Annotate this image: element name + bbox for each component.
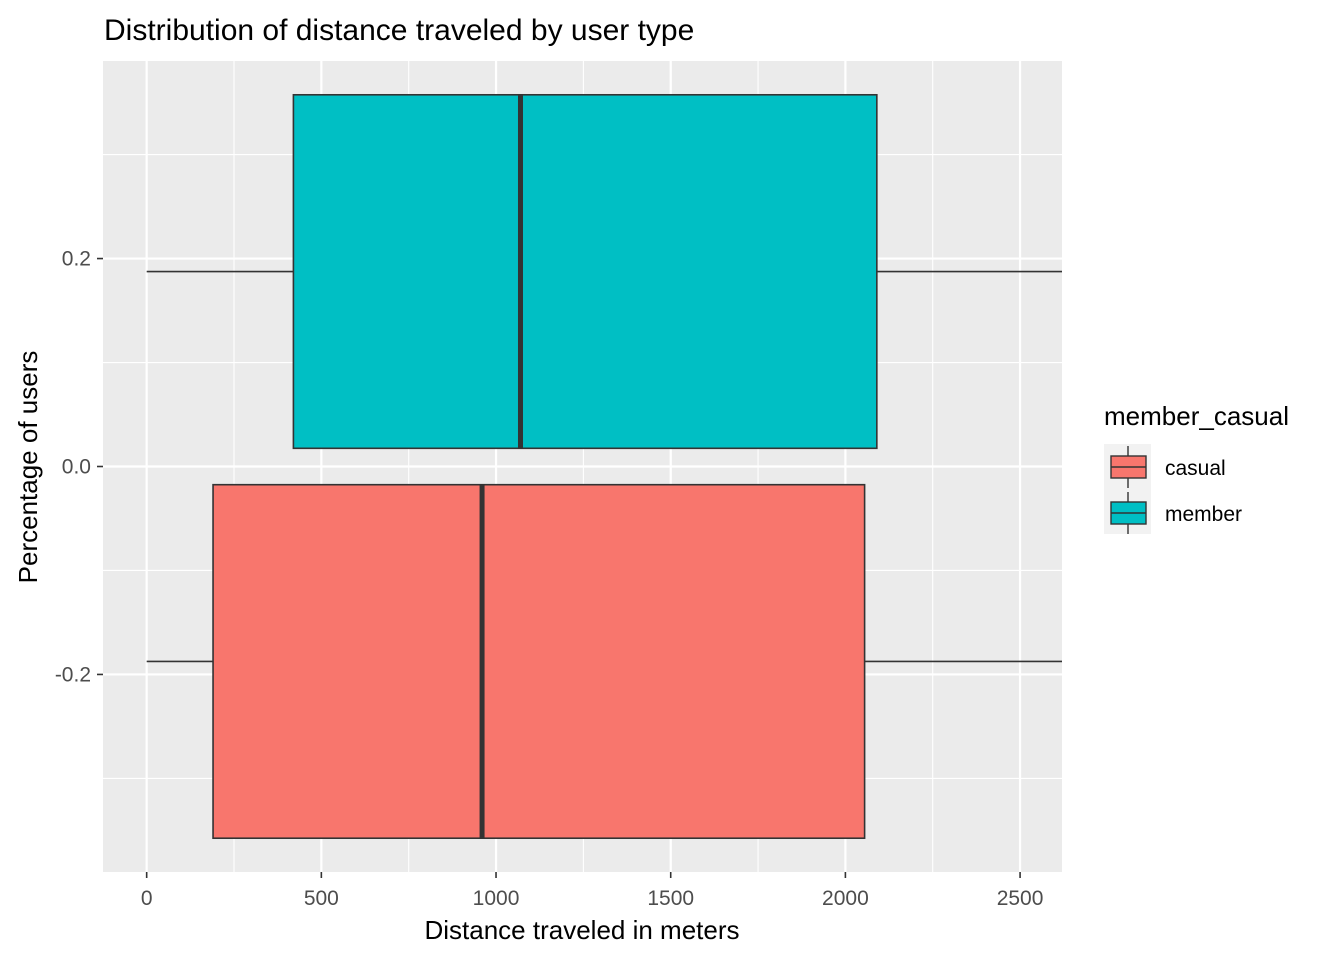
- x-tick-label: 500: [304, 887, 339, 910]
- box-member: [292, 93, 878, 450]
- legend-key-member: [1110, 492, 1147, 534]
- boxplot-casual: [146, 483, 1062, 840]
- box-casual: [212, 483, 866, 840]
- x-tick-label: 1500: [647, 887, 694, 910]
- y-tick-label: 0.2: [62, 248, 91, 271]
- x-axis-title: Distance traveled in meters: [424, 915, 739, 945]
- x-tick-label: 2500: [997, 887, 1044, 910]
- boxplots: [146, 93, 1062, 840]
- legend-key-casual: [1110, 446, 1147, 488]
- y-tick-label: -0.2: [55, 663, 91, 686]
- x-tick-label: 1000: [473, 887, 520, 910]
- legend-title: member_casual: [1104, 401, 1289, 431]
- legend-label-casual: casual: [1165, 457, 1226, 480]
- legend: member_casual casual member: [1104, 401, 1289, 534]
- boxplot-member: [146, 93, 1062, 450]
- legend-label-member: member: [1165, 503, 1242, 526]
- axes: 0 500 1000 1500 2000 2500 -0.2 0.0 0.2: [55, 248, 1044, 910]
- y-tick-label: 0.0: [62, 456, 91, 479]
- x-tick-label: 2000: [822, 887, 869, 910]
- x-tick-label: 0: [141, 887, 153, 910]
- chart-title: Distribution of distance traveled by use…: [104, 14, 694, 47]
- y-axis-title: Percentage of users: [13, 351, 43, 584]
